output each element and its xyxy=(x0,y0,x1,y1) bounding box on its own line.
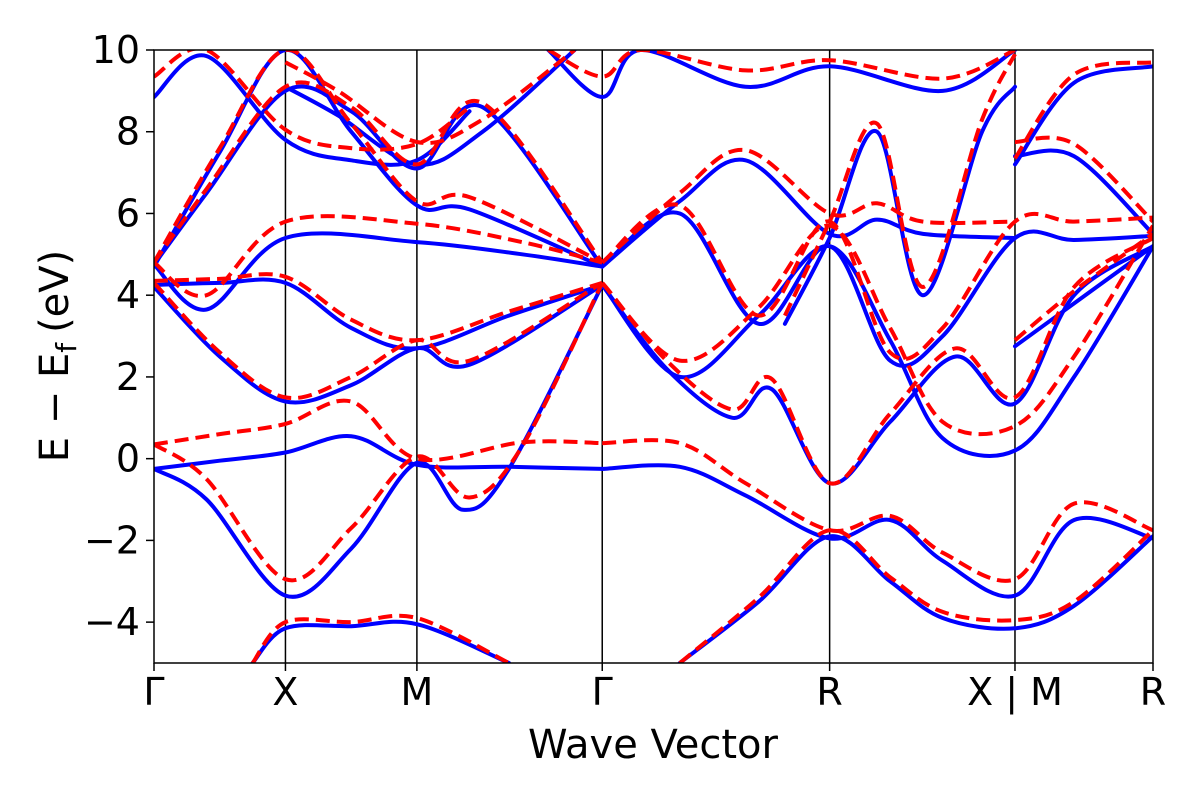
x-tick-label: X xyxy=(272,670,298,714)
band-line-solid xyxy=(154,50,605,269)
band-curves xyxy=(154,50,1153,663)
band-line-dashed xyxy=(1014,135,1153,224)
y-tick-label: −4 xyxy=(84,600,140,644)
band-line-solid xyxy=(154,277,605,351)
band-line-dashed xyxy=(154,282,604,583)
band-line-dashed xyxy=(602,438,1153,583)
band-line-dashed xyxy=(678,528,1153,663)
band-line-solid xyxy=(600,210,1153,368)
y-axis-ticks: −4 −2 0 2 4 6 8 10 xyxy=(84,28,154,644)
y-tick-label: 8 xyxy=(116,110,140,154)
band-line-solid xyxy=(546,50,1017,99)
y-axis-label-unit: (eV) xyxy=(32,250,78,333)
band-line-dashed xyxy=(600,223,1153,437)
band-line-dashed xyxy=(547,50,1016,81)
x-axis-ticks: Γ X M Γ R X | M R xyxy=(143,663,1166,715)
band-line-solid xyxy=(600,463,1153,599)
band-line-dashed xyxy=(783,53,1017,317)
band-line-solid xyxy=(1013,64,1153,167)
y-tick-label: −2 xyxy=(84,518,140,562)
x-tick-label: Γ xyxy=(143,670,164,714)
band-line-solid xyxy=(600,244,1153,486)
y-axis-label: E − Ef (eV) xyxy=(32,250,83,463)
band-line-solid xyxy=(600,244,1153,458)
band-line-solid xyxy=(1013,148,1153,236)
x-tick-label: R xyxy=(1140,670,1166,714)
high-symmetry-lines xyxy=(284,50,1016,663)
band-line-dashed xyxy=(284,50,576,145)
y-tick-label: 0 xyxy=(116,437,140,481)
y-axis-label-subscript: f xyxy=(50,342,83,353)
band-line-dashed xyxy=(154,272,603,343)
band-line-solid xyxy=(154,53,472,167)
band-line-dashed xyxy=(600,236,1153,486)
plot-frame xyxy=(153,49,1154,664)
band-line-dashed xyxy=(154,398,603,462)
band-line-dashed xyxy=(154,214,603,299)
band-line-dashed xyxy=(600,202,1153,361)
y-tick-label: 4 xyxy=(116,273,140,317)
x-axis-label: Wave Vector xyxy=(528,722,779,768)
x-tick-label: R xyxy=(816,670,842,714)
band-line-dashed xyxy=(250,613,510,663)
y-tick-label: 6 xyxy=(116,191,140,235)
band-line-dashed xyxy=(1013,60,1153,160)
y-tick-label: 2 xyxy=(116,355,140,399)
band-line-solid xyxy=(154,84,605,269)
x-tick-label: M xyxy=(400,670,433,714)
band-line-solid xyxy=(1013,244,1153,349)
band-line-dashed xyxy=(154,50,604,265)
band-line-dashed xyxy=(600,147,1016,264)
y-tick-label: 10 xyxy=(92,28,140,72)
band-line-solid xyxy=(677,534,1153,663)
x-tick-label: X | M xyxy=(967,670,1063,715)
band-line-solid xyxy=(154,283,605,405)
band-line-dashed xyxy=(154,281,604,401)
band-line-solid xyxy=(154,231,605,312)
band-line-dashed xyxy=(1013,232,1153,342)
band-line-dashed xyxy=(154,80,604,264)
x-tick-label: Γ xyxy=(592,670,613,714)
band-line-solid xyxy=(782,84,1017,326)
band-line-solid xyxy=(250,619,511,663)
y-axis-label-main: E − E xyxy=(32,353,78,463)
